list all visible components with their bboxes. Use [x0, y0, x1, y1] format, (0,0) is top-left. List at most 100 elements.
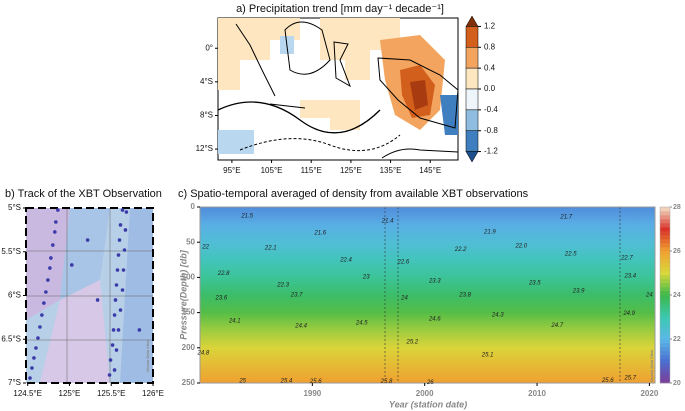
- colorbar-band: [660, 275, 670, 280]
- colorbar-band: [660, 347, 670, 352]
- xbt-station: [44, 290, 48, 294]
- trend-patch: [320, 18, 400, 80]
- colorbar-label: 20: [673, 380, 681, 387]
- y-tick-label: 6°S: [8, 291, 21, 300]
- colorbar-band: [660, 239, 670, 244]
- colorbar-band: [660, 323, 670, 328]
- colorbar-label: 28: [673, 204, 681, 211]
- contour-label: 22: [201, 245, 209, 251]
- plot-frame: [199, 206, 656, 384]
- xbt-station: [110, 343, 115, 347]
- colorbar-label: 0.8: [484, 42, 496, 51]
- xbt-station: [124, 210, 129, 214]
- contour-label: 24.9: [622, 311, 635, 317]
- panel-b-title: b) Track of the XBT Observation: [5, 188, 162, 200]
- colorbar-band: [465, 88, 479, 111]
- colorbar-band: [660, 231, 670, 236]
- y-tick-label: 150: [182, 308, 196, 317]
- xbt-station: [30, 366, 34, 370]
- contour-label: 24.6: [428, 317, 441, 323]
- y-tick-label: 100: [182, 273, 196, 282]
- panel-c-plot: [199, 206, 656, 384]
- coastline: [235, 23, 276, 97]
- contour-label: 23.6: [215, 295, 228, 301]
- contour-label: 22.1: [264, 245, 277, 251]
- y-tick-label: 7°S: [8, 378, 21, 387]
- contour-label: 25: [238, 378, 246, 384]
- panel-b-map: [25, 207, 154, 384]
- contour-label: 22.2: [454, 247, 467, 253]
- xbt-station: [117, 238, 122, 242]
- xbt-station: [49, 256, 53, 260]
- contour-label: 25.8: [380, 379, 393, 385]
- contour-label: 24: [645, 293, 653, 299]
- colorbar-end: [465, 151, 479, 163]
- colorbar-band: [660, 227, 670, 232]
- x-axis-label: Year (station date): [389, 399, 467, 409]
- xbt-station: [56, 208, 60, 212]
- contour-label: 22.4: [339, 257, 352, 263]
- colorbar-band: [465, 67, 479, 90]
- colorbar-band: [465, 109, 479, 131]
- colorbar-band: [660, 355, 670, 360]
- contour-label: 21.6: [313, 231, 326, 237]
- x-tick-label: 2000: [416, 389, 434, 398]
- panel-c-axes: 21.5 21.6 21.4 21.9 21.7 22 22.1 22.4 22.6 22.2 22…: [178, 202, 681, 409]
- colorbar-band: [660, 315, 670, 320]
- colorbar-label: 0.4: [484, 63, 496, 72]
- contour-label: 22.5: [564, 252, 577, 258]
- xbt-station: [114, 348, 119, 352]
- colorbar-band: [660, 379, 670, 384]
- contour-label: 24.7: [550, 323, 563, 329]
- colorbar-band: [660, 251, 670, 256]
- contour-label: 23.5: [528, 281, 541, 287]
- contour-label: 23.3: [428, 278, 441, 284]
- colorbar-band: [660, 291, 670, 296]
- xbt-station: [118, 223, 123, 227]
- xbt-station: [118, 308, 123, 312]
- xbt-station: [112, 368, 117, 372]
- xbt-station: [42, 301, 46, 305]
- colorbar-band: [660, 247, 670, 252]
- y-axis-label: Pressure(Depth) [db]: [178, 249, 188, 340]
- x-tick-label: 1990: [303, 389, 321, 398]
- xbt-station: [54, 220, 58, 224]
- contour-label: 21.4: [381, 219, 394, 225]
- contour-label: 22.3: [276, 283, 289, 289]
- coastline: [284, 21, 331, 75]
- colorbar-band: [660, 243, 670, 248]
- watermark: Ocean Data View: [145, 339, 150, 372]
- x-tick-label: 135°E: [380, 166, 402, 175]
- contour-label: 25.2: [405, 340, 418, 346]
- x-tick-label: 115°E: [301, 166, 322, 175]
- x-tick-label: 2010: [528, 389, 546, 398]
- xbt-station: [122, 248, 127, 252]
- contour-label: 22.0: [514, 243, 527, 249]
- y-tick-label: 250: [182, 378, 196, 387]
- xbt-station: [40, 313, 44, 317]
- trend-patch: [218, 18, 300, 90]
- x-tick-label: 125°E: [59, 389, 81, 398]
- contour-label: 25.4: [280, 378, 293, 384]
- colorbar-band: [660, 235, 670, 240]
- x-tick-label: 126°E: [142, 389, 164, 398]
- xbt-station: [85, 238, 90, 242]
- colorbar-label: 1.2: [484, 22, 496, 31]
- x-tick-label: 125°E: [340, 166, 362, 175]
- panel-a-map: [217, 17, 459, 161]
- contour-label: 24.3: [491, 312, 504, 318]
- colorbar-band: [660, 343, 670, 348]
- colorbar-band: [660, 263, 670, 268]
- colorbar-band: [660, 223, 670, 228]
- contour-label: 25.6: [601, 378, 614, 384]
- colorbar-band: [660, 259, 670, 264]
- colorbar-band: [660, 219, 670, 224]
- xbt-station: [46, 278, 50, 282]
- y-tick-label: 5.5°S: [1, 247, 21, 256]
- contour-label: 24.4: [294, 324, 307, 330]
- contour-label: 23.8: [458, 293, 471, 299]
- contour-label: 23.9: [572, 288, 585, 294]
- xbt-station: [34, 346, 38, 350]
- y-tick-label: 200: [182, 343, 196, 352]
